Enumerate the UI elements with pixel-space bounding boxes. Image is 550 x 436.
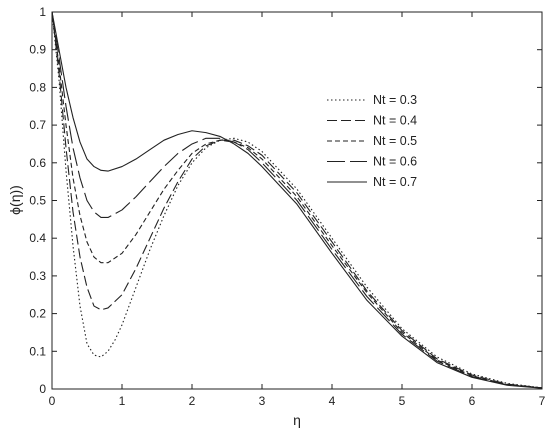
y-tick-label: 0.5 — [29, 194, 46, 208]
y-tick-label: 0.9 — [29, 43, 46, 57]
axis-ticks: 0 1 2 3 4 5 6 7 0 0.1 0.2 0.3 0.4 0.5 0.6 0.7 0.8 0.9 1 — [29, 5, 545, 408]
legend-label-2: Nt = 0.4 — [373, 114, 417, 128]
x-tick-label: 7 — [539, 394, 546, 408]
x-tick-label: 4 — [329, 394, 336, 408]
x-tick-label: 1 — [119, 394, 126, 408]
legend: Nt = 0.3 Nt = 0.4 Nt = 0.5 Nt = 0.6 Nt = 0.7 — [327, 93, 417, 189]
legend-label-3: Nt = 0.5 — [373, 134, 417, 148]
x-axis-label: η — [293, 412, 301, 428]
y-tick-label: 0.4 — [29, 231, 46, 245]
legend-label-1: Nt = 0.3 — [373, 93, 417, 107]
legend-label-4: Nt = 0.6 — [373, 155, 417, 169]
x-tick-label: 0 — [49, 394, 56, 408]
x-tick-label: 3 — [259, 394, 266, 408]
legend-label-5: Nt = 0.7 — [373, 175, 417, 189]
y-tick-label: 0 — [39, 382, 46, 396]
x-tick-label: 5 — [399, 394, 406, 408]
y-tick-label: 1 — [39, 5, 46, 19]
series-line-1 — [51, 11, 543, 389]
series-line-2 — [51, 11, 543, 389]
y-tick-label: 0.3 — [29, 269, 46, 283]
y-tick-label: 0.2 — [29, 307, 46, 321]
series-line-4 — [51, 11, 543, 389]
x-tick-label: 2 — [189, 394, 196, 408]
x-tick-label: 6 — [469, 394, 476, 408]
series-line-5 — [51, 11, 543, 389]
series-line-3 — [51, 11, 543, 389]
y-tick-label: 0.7 — [29, 118, 46, 132]
y-axis-label: ϕ(η)) — [7, 185, 23, 215]
y-tick-label: 0.6 — [29, 156, 46, 170]
series-group — [51, 11, 543, 389]
y-tick-label: 0.8 — [29, 80, 46, 94]
y-tick-label: 0.1 — [29, 344, 46, 358]
